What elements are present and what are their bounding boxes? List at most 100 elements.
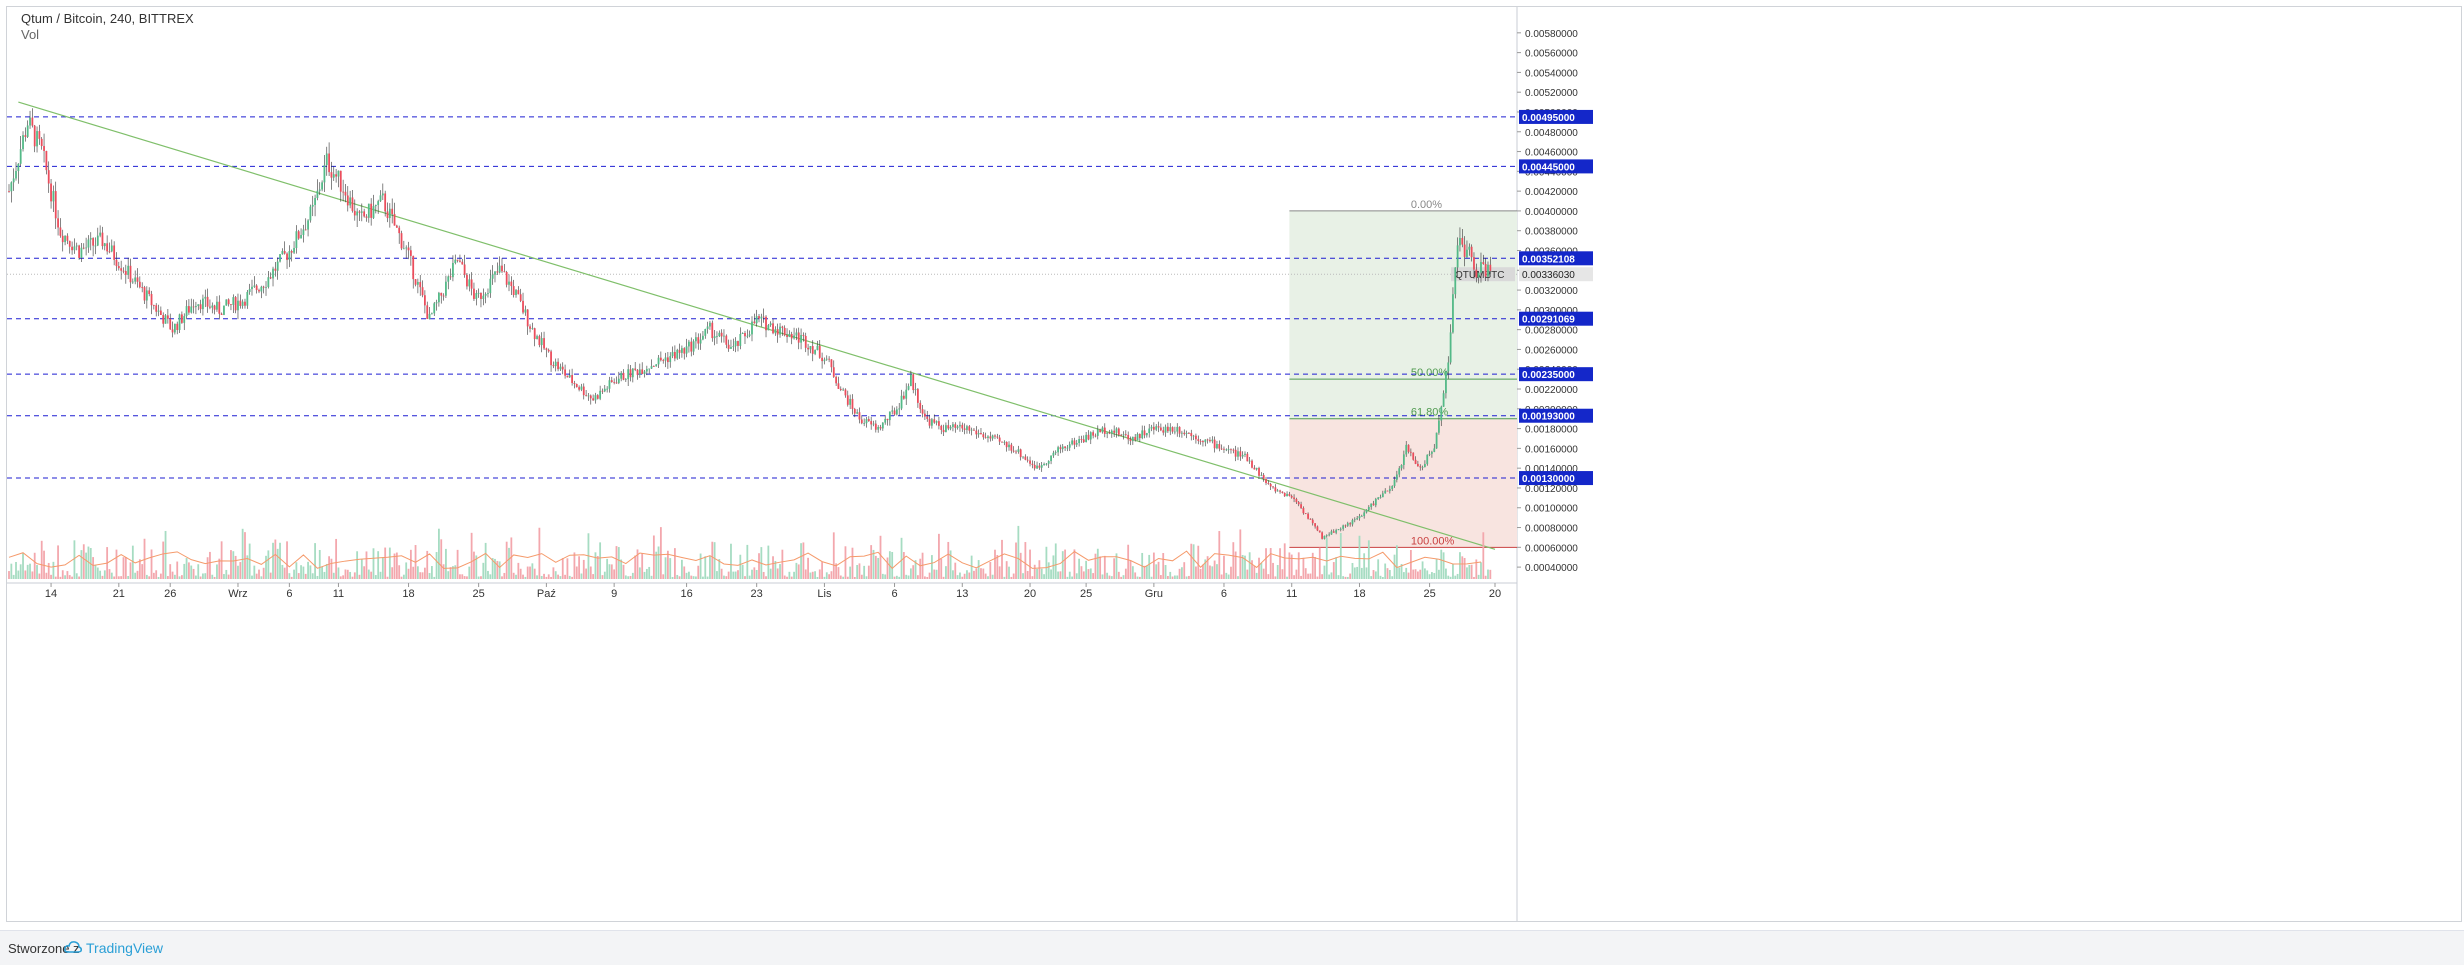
candle-body <box>1015 452 1017 453</box>
candle-body <box>24 135 26 137</box>
volume-bar <box>230 550 232 579</box>
volume-bar <box>1279 548 1281 579</box>
volume-bar <box>1443 552 1445 579</box>
volume-bar <box>1008 567 1010 579</box>
volume-bar <box>826 572 828 579</box>
volume-bar <box>1415 569 1417 579</box>
volume-bar <box>27 565 29 579</box>
x-tick-label: 13 <box>956 588 968 600</box>
candle-body <box>106 243 108 251</box>
candle-body <box>791 334 793 338</box>
candle-body <box>1176 427 1178 432</box>
volume-bar <box>522 575 524 579</box>
volume-bar <box>1209 566 1211 579</box>
volume-bar <box>674 548 676 579</box>
volume-bar <box>1417 571 1419 579</box>
candle-body <box>903 396 905 399</box>
candle-body <box>141 287 143 288</box>
candle-body <box>863 423 865 424</box>
volume-bar <box>630 576 632 579</box>
candle-body <box>1186 433 1188 434</box>
candle-body <box>1062 447 1064 450</box>
level-price-label: 0.00352108 <box>1522 254 1575 265</box>
chart-frame[interactable]: 0.00% 50.00% 61.80% 100.00% 0.00580000 0.0056… <box>6 6 2462 922</box>
volume-bar <box>1412 570 1414 579</box>
candle-body <box>272 269 274 279</box>
volume-bar <box>1162 553 1164 579</box>
candle-body <box>1338 529 1340 530</box>
candle-body <box>1031 464 1033 465</box>
candle-body <box>620 373 622 379</box>
x-tick-label: 25 <box>473 588 485 600</box>
candle-body <box>1468 247 1470 250</box>
volume-bar <box>1277 565 1279 579</box>
volume-bar <box>200 576 202 579</box>
volume-bar <box>31 571 33 579</box>
volume-bar <box>1433 573 1435 579</box>
candle-body <box>354 211 356 216</box>
y-tick-label: 0.00220000 <box>1525 385 1578 396</box>
candle-body <box>144 287 146 300</box>
volume-bar <box>76 573 78 579</box>
volume-bar <box>324 572 326 579</box>
volume-bar <box>151 549 153 579</box>
candle-body <box>777 329 779 334</box>
volume-bar <box>1391 576 1393 579</box>
volume-bar <box>1408 573 1410 579</box>
volume-bar <box>473 552 475 579</box>
candle-body <box>422 287 424 295</box>
volume-bar <box>125 557 127 579</box>
candle-body <box>391 209 393 214</box>
candle-body <box>576 384 578 387</box>
volume-bar <box>1260 563 1262 579</box>
candle-body <box>1288 494 1290 496</box>
candle-body <box>833 367 835 377</box>
candle-body <box>1130 439 1132 441</box>
volume-bar <box>410 550 412 579</box>
candle-body <box>571 375 573 383</box>
volume-bar <box>17 571 19 579</box>
candle-body <box>43 146 45 151</box>
candle-body <box>1417 464 1419 466</box>
volume-bar <box>653 535 655 579</box>
candle-body <box>730 347 732 349</box>
candle-body <box>1064 447 1066 448</box>
volume-bar <box>627 576 629 579</box>
volume-bar <box>543 574 545 579</box>
candle-body <box>174 324 176 333</box>
volume-bar <box>328 556 330 579</box>
x-tick-label: Wrz <box>228 588 247 600</box>
volume-bar <box>113 576 115 579</box>
level-price-label: 0.00193000 <box>1522 412 1575 423</box>
candle-body <box>120 268 122 271</box>
volume-bar <box>314 543 316 579</box>
candle-body <box>1092 432 1094 435</box>
volume-bar <box>534 569 536 579</box>
candle-body <box>574 383 576 384</box>
candle-body <box>31 118 33 126</box>
candle-body <box>1419 466 1421 467</box>
candle-body <box>978 433 980 434</box>
volume-bar <box>398 565 400 579</box>
volume-bar <box>438 529 440 579</box>
y-tick-label: 0.00160000 <box>1525 444 1578 455</box>
y-tick-label: 0.00040000 <box>1525 563 1578 574</box>
volume-bar <box>1034 565 1036 579</box>
candle-body <box>1321 532 1323 538</box>
candle-body <box>1207 440 1209 441</box>
volume-bar <box>331 559 333 579</box>
volume-bar <box>319 550 321 579</box>
candle-body <box>1370 504 1372 507</box>
volume-bar <box>524 577 526 579</box>
volume-bar <box>111 573 113 579</box>
candle-body <box>950 427 952 429</box>
volume-bar <box>387 577 389 579</box>
candle-body <box>1405 445 1407 455</box>
tradingview-logo-icon[interactable] <box>64 940 82 954</box>
volume-bar <box>139 559 141 579</box>
price-chart[interactable]: 0.00% 50.00% 61.80% 100.00% 0.00580000 0.0056… <box>7 7 2461 921</box>
tradingview-brand[interactable]: TradingView <box>86 940 163 956</box>
candle-body <box>1106 433 1108 434</box>
candle-body <box>1333 531 1335 532</box>
candle-body <box>410 250 412 256</box>
